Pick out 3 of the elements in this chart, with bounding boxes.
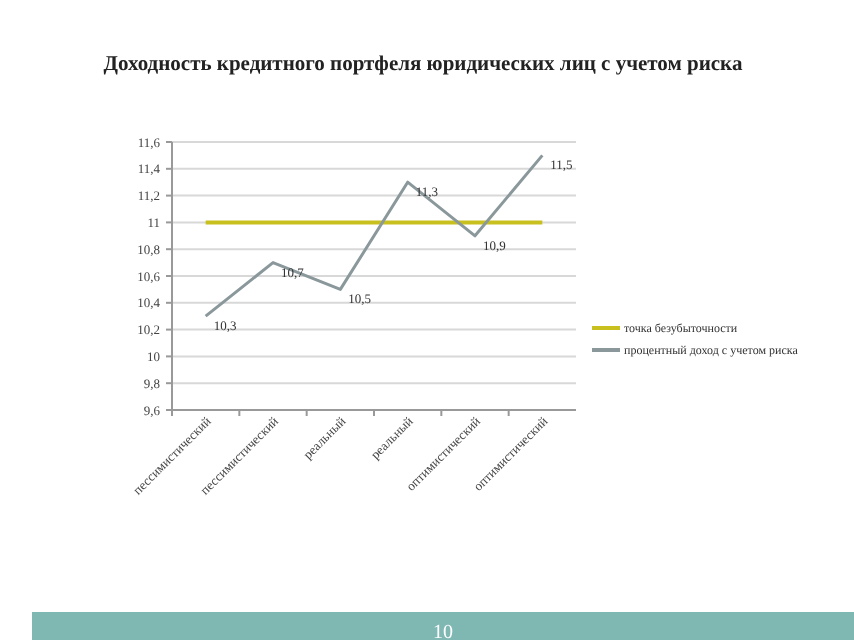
chart-title: Доходность кредитного портфеля юридических лиц с учетом риска [103, 54, 744, 76]
text: 10 [433, 622, 453, 640]
line-series [204, 153, 544, 318]
